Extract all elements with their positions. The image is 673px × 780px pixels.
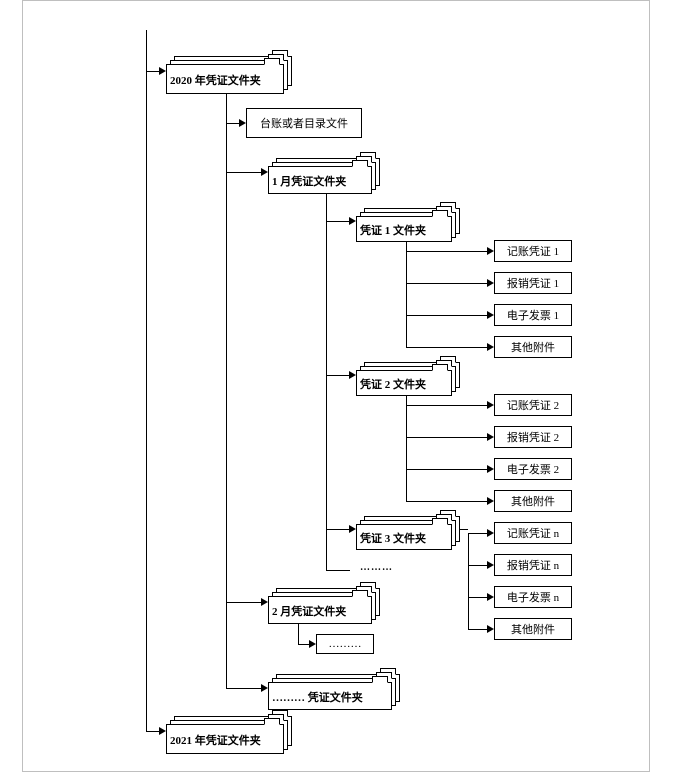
box-v2_qt: 其他附件	[494, 490, 572, 512]
box-v2_jz: 记账凭证 2	[494, 394, 572, 416]
connector-hline	[326, 529, 350, 530]
box-v1_bx: 报销凭证 1	[494, 272, 572, 294]
folder-label: 2 月凭证文件夹	[272, 603, 346, 619]
connector-hline	[406, 501, 488, 502]
connector-hline	[406, 405, 488, 406]
arrow-icon	[487, 497, 494, 505]
folder-v2: 凭证 2 文件夹	[356, 362, 460, 396]
arrow-icon	[487, 593, 494, 601]
connector-hline	[406, 437, 488, 438]
box-ledger: 台账或者目录文件	[246, 108, 362, 138]
connector-hline	[226, 602, 262, 603]
arrow-icon	[349, 371, 356, 379]
connector-hline	[468, 597, 488, 598]
connector-hline	[326, 221, 350, 222]
arrow-icon	[349, 525, 356, 533]
arrow-icon	[159, 727, 166, 735]
connector-hline	[406, 283, 488, 284]
arrow-icon	[261, 168, 268, 176]
box-v1_qt: 其他附件	[494, 336, 572, 358]
connector-hline	[406, 469, 488, 470]
connector-hline	[468, 629, 488, 630]
arrow-icon	[261, 598, 268, 606]
arrow-icon	[309, 640, 316, 648]
box-v2_bx: 报销凭证 2	[494, 426, 572, 448]
connector-hline	[326, 375, 350, 376]
connector-hline	[468, 565, 488, 566]
arrow-icon	[487, 465, 494, 473]
ellipsis: ………	[360, 562, 393, 573]
arrow-icon	[487, 343, 494, 351]
arrow-icon	[487, 625, 494, 633]
diagram-canvas: 2020 年凭证文件夹台账或者目录文件 1 月凭证文件夹凭证 1 文件夹记账凭证 …	[0, 0, 673, 780]
folder-v3: 凭证 3 文件夹	[356, 516, 460, 550]
arrow-icon	[349, 217, 356, 225]
connector-hline	[226, 123, 240, 124]
folder-label: 凭证 3 文件夹	[360, 530, 426, 546]
arrow-icon	[487, 561, 494, 569]
connector-hline	[468, 533, 488, 534]
folder-label: 2021 年凭证文件夹	[170, 732, 261, 748]
folder-year2020: 2020 年凭证文件夹	[166, 56, 292, 94]
box-v3_qt: 其他附件	[494, 618, 572, 640]
arrow-icon	[487, 529, 494, 537]
arrow-icon	[487, 247, 494, 255]
connector-hline	[406, 251, 488, 252]
box-v3_jz: 记账凭证 n	[494, 522, 572, 544]
connector-hline	[146, 71, 160, 72]
folder-year2021: 2021 年凭证文件夹	[166, 716, 292, 754]
connector-vline	[226, 86, 227, 688]
folder-month1: 1 月凭证文件夹	[268, 158, 380, 194]
connector-hline	[326, 570, 350, 571]
arrow-icon	[239, 119, 246, 127]
folder-label: ……… 凭证文件夹	[272, 689, 363, 705]
folder-month2: 2 月凭证文件夹	[268, 588, 380, 624]
connector-hline	[406, 347, 488, 348]
folder-label: 1 月凭证文件夹	[272, 173, 346, 189]
connector-vline	[468, 533, 469, 629]
arrow-icon	[487, 311, 494, 319]
folder-label: 2020 年凭证文件夹	[170, 72, 261, 88]
folder-v1: 凭证 1 文件夹	[356, 208, 460, 242]
folder-label: 凭证 2 文件夹	[360, 376, 426, 392]
connector-hline	[226, 172, 262, 173]
arrow-icon	[261, 684, 268, 692]
arrow-icon	[487, 433, 494, 441]
connector-hline	[226, 688, 262, 689]
box-v1_dz: 电子发票 1	[494, 304, 572, 326]
arrow-icon	[487, 401, 494, 409]
connector-vline	[146, 30, 147, 731]
arrow-icon	[159, 67, 166, 75]
box-month2_sub: ………	[316, 634, 374, 654]
box-v3_dz: 电子发票 n	[494, 586, 572, 608]
folder-label: 凭证 1 文件夹	[360, 222, 426, 238]
connector-hline	[406, 315, 488, 316]
connector-hline	[146, 731, 160, 732]
box-v2_dz: 电子发票 2	[494, 458, 572, 480]
box-v3_bx: 报销凭证 n	[494, 554, 572, 576]
folder-monthN: ……… 凭证文件夹	[268, 674, 400, 710]
connector-vline	[326, 186, 327, 570]
box-v1_jz: 记账凭证 1	[494, 240, 572, 262]
arrow-icon	[487, 279, 494, 287]
